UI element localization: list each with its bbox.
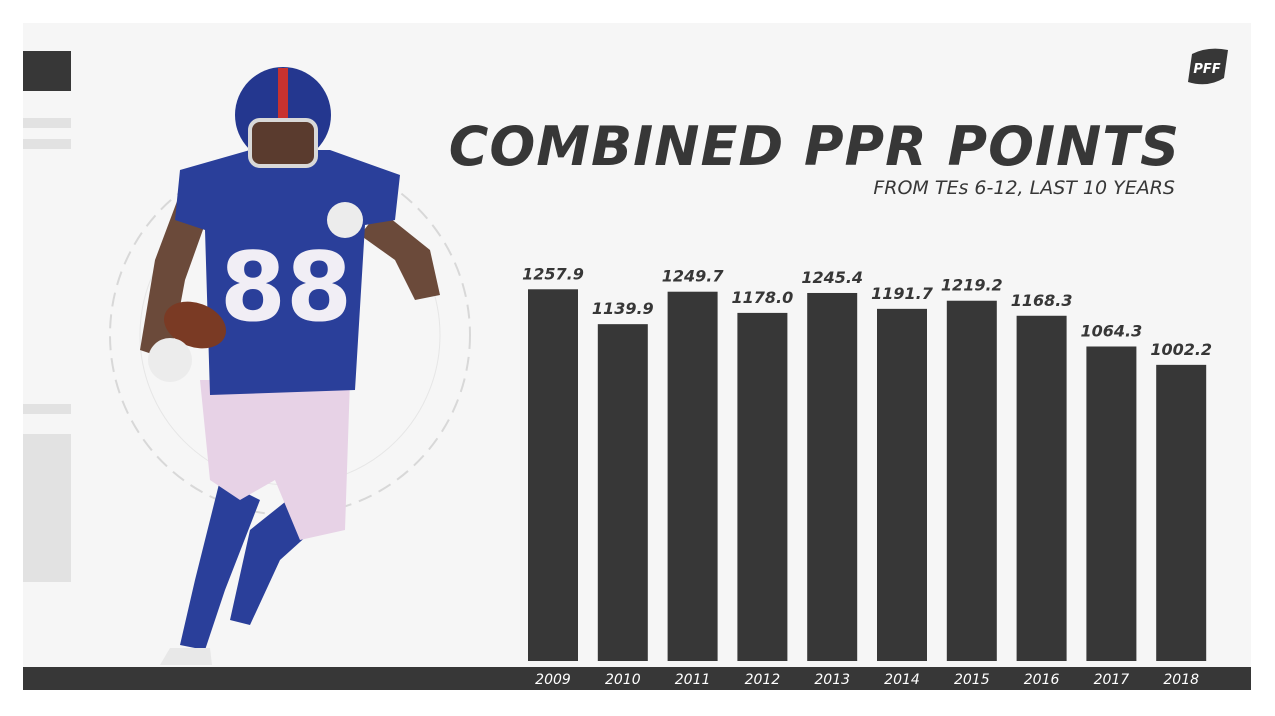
value-label-2010: 1139.9 xyxy=(592,299,654,318)
x-tick-label-2011: 2011 xyxy=(675,672,711,688)
pff-logo: PFF xyxy=(1188,48,1228,85)
player-glove-left xyxy=(148,338,192,382)
value-label-2011: 1249.7 xyxy=(662,267,725,286)
decor-bar-1 xyxy=(23,118,71,128)
value-label-2018: 1002.2 xyxy=(1150,340,1212,359)
bottom-axis-bar xyxy=(23,667,1251,690)
x-tick-label-2016: 2016 xyxy=(1024,672,1060,688)
player-glove-right xyxy=(327,202,363,238)
decor-dark-square xyxy=(23,51,71,91)
value-label-2013: 1245.4 xyxy=(801,268,863,287)
decor-panel xyxy=(23,434,71,582)
bar-2016 xyxy=(1016,315,1067,661)
value-label-2012: 1178.0 xyxy=(732,288,794,307)
x-tick-label-2017: 2017 xyxy=(1094,672,1130,688)
bar-2010 xyxy=(597,324,648,661)
bar-2018 xyxy=(1156,364,1207,661)
player-facemask xyxy=(248,118,318,168)
bar-2013 xyxy=(807,292,858,661)
chart-subtitle: FROM TEs 6-12, LAST 10 YEARS xyxy=(873,177,1175,199)
player-leg-left xyxy=(180,480,260,650)
x-tick-label-2015: 2015 xyxy=(954,672,990,688)
chart-title: COMBINED PPR POINTS xyxy=(448,115,1180,178)
player-arm-right xyxy=(360,210,440,300)
value-label-2016: 1168.3 xyxy=(1011,291,1073,310)
jersey-number: 88 xyxy=(220,233,352,343)
bar-2017 xyxy=(1086,346,1137,661)
x-tick-label-2012: 2012 xyxy=(745,672,781,688)
bar-2015 xyxy=(946,300,997,661)
bar-2011 xyxy=(667,291,718,661)
x-tick-label-2010: 2010 xyxy=(605,672,641,688)
x-tick-label-2014: 2014 xyxy=(884,672,920,688)
value-label-2014: 1191.7 xyxy=(871,284,934,303)
helmet-stripe xyxy=(278,68,288,118)
player-pants xyxy=(200,380,350,540)
decor-bar-3 xyxy=(23,404,71,414)
value-label-2017: 1064.3 xyxy=(1081,321,1143,340)
football xyxy=(164,301,226,349)
player-shoe xyxy=(160,648,212,665)
logo-text: PFF xyxy=(1193,62,1220,77)
x-tick-label-2018: 2018 xyxy=(1163,672,1199,688)
value-label-2009: 1257.9 xyxy=(522,264,584,283)
bar-2012 xyxy=(737,312,788,661)
bar-2009 xyxy=(528,289,578,661)
bar-2014 xyxy=(877,308,927,661)
x-tick-label-2013: 2013 xyxy=(814,672,850,688)
x-tick-label-2009: 2009 xyxy=(535,672,571,688)
decor-bar-2 xyxy=(23,139,71,149)
player-illustration: 88 xyxy=(109,67,471,665)
value-label-2015: 1219.2 xyxy=(941,276,1003,295)
